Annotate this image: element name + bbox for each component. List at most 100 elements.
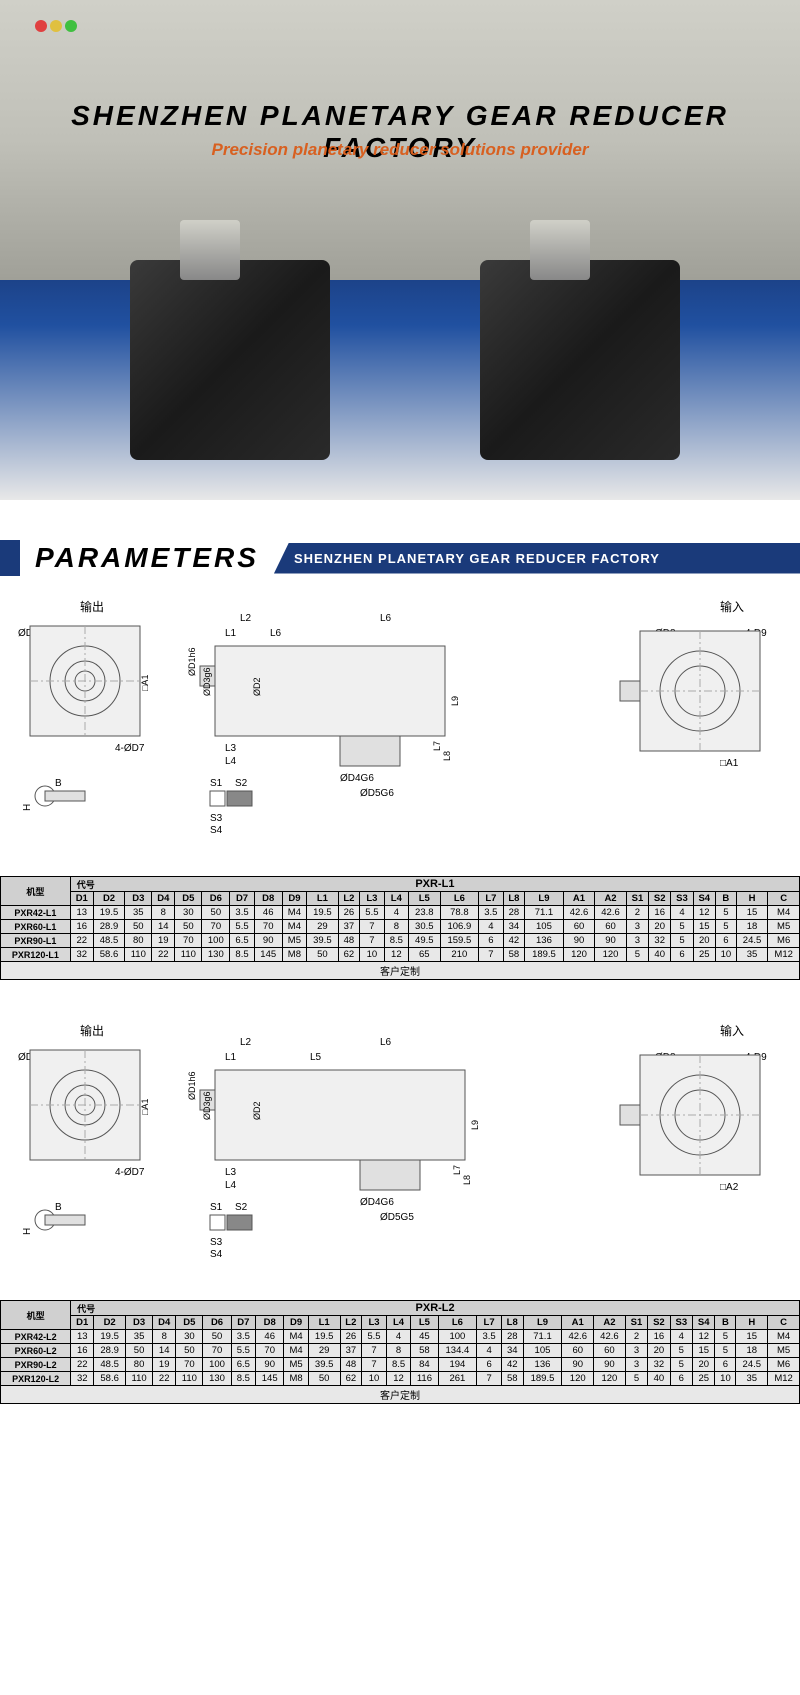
data-cell: 130 (203, 1372, 231, 1386)
data-cell: 39.5 (307, 934, 339, 948)
data-cell: 30.5 (409, 920, 441, 934)
column-header: B (715, 892, 736, 906)
data-cell: 15 (736, 906, 768, 920)
data-cell: 2 (626, 906, 648, 920)
data-cell: 5 (670, 1358, 692, 1372)
column-header: D1 (71, 1316, 94, 1330)
data-cell: 15 (736, 1330, 768, 1344)
data-cell: 100 (202, 934, 230, 948)
data-cell: 58 (411, 1344, 438, 1358)
data-cell: M4 (282, 920, 306, 934)
column-header: A1 (562, 1316, 594, 1330)
column-header: S3 (671, 892, 693, 906)
data-cell: 50 (307, 948, 339, 962)
svg-text:L8: L8 (442, 751, 452, 761)
svg-text:ØD4G6: ØD4G6 (360, 1197, 394, 1208)
data-cell: 90 (256, 1358, 284, 1372)
data-cell: 50 (203, 1330, 231, 1344)
data-cell: 116 (411, 1372, 438, 1386)
data-cell: 29 (308, 1344, 340, 1358)
table-footer: 客户定制 (1, 962, 800, 980)
column-header: D9 (284, 1316, 309, 1330)
data-cell: 5.5 (360, 906, 384, 920)
svg-text:S2: S2 (235, 1202, 248, 1213)
data-cell: 50 (176, 1344, 203, 1358)
data-cell: 46 (254, 906, 282, 920)
data-cell: 136 (525, 934, 564, 948)
data-cell: 42.6 (594, 1330, 626, 1344)
data-cell: 4 (477, 1344, 502, 1358)
data-cell: 6 (715, 934, 736, 948)
data-cell: 48.5 (94, 1358, 126, 1372)
model-cell: PXR90-L2 (1, 1358, 71, 1372)
data-cell: M8 (284, 1372, 309, 1386)
data-cell: 16 (649, 906, 671, 920)
data-cell: 120 (595, 948, 627, 962)
table-group-header: PXR-L2 (416, 1302, 455, 1314)
svg-text:L8: L8 (462, 1175, 472, 1185)
data-cell: M6 (768, 934, 800, 948)
data-cell: 5 (625, 1372, 647, 1386)
data-cell: 6 (477, 1358, 502, 1372)
data-cell: 145 (254, 948, 282, 962)
svg-text:L1: L1 (225, 628, 237, 639)
data-cell: 8.5 (386, 1358, 411, 1372)
parameters-section-header: PARAMETERS SHENZHEN PLANETARY GEAR REDUC… (0, 540, 800, 576)
data-cell: 62 (338, 948, 360, 962)
data-cell: 58.6 (93, 948, 125, 962)
svg-text:ØD2: ØD2 (252, 1101, 262, 1120)
data-cell: 90 (594, 1358, 626, 1372)
svg-text:L5: L5 (310, 1052, 322, 1063)
table-group-header: PXR-L1 (415, 878, 454, 890)
data-cell: 15 (693, 1344, 715, 1358)
column-header: L8 (501, 1316, 523, 1330)
data-cell: 16 (71, 1344, 94, 1358)
data-cell: 37 (338, 920, 360, 934)
svg-text:ØD1h6: ØD1h6 (187, 1071, 197, 1100)
data-cell: 8 (386, 1344, 411, 1358)
model-cell: PXR42-L2 (1, 1330, 71, 1344)
column-header: D5 (175, 892, 202, 906)
data-cell: 3.5 (231, 1330, 256, 1344)
column-header: L7 (477, 1316, 502, 1330)
data-cell: 106.9 (440, 920, 479, 934)
column-header: D3 (125, 1316, 152, 1330)
data-cell: 16 (648, 1330, 670, 1344)
svg-text:L7: L7 (432, 741, 442, 751)
data-cell: 6.5 (231, 1358, 256, 1372)
data-cell: 5.5 (362, 1330, 387, 1344)
column-header: L6 (440, 892, 479, 906)
svg-text:S3: S3 (210, 1237, 223, 1248)
column-header: D7 (230, 892, 254, 906)
column-headers: D1D2D3D4D5D6D7D8D9L1L2L3L4L5L6L7L8L9A1A2… (1, 1316, 800, 1330)
data-cell: 23.8 (409, 906, 441, 920)
section-label: SHENZHEN PLANETARY GEAR REDUCER FACTORY (274, 543, 800, 574)
svg-text:B: B (55, 1202, 62, 1213)
technical-diagram-2: 输出 输入 ØD6 □A1 4-ØD7 B H L2 L1 L5 L6 ØD1h… (0, 1020, 800, 1280)
data-cell: M12 (768, 948, 800, 962)
data-cell: 5 (715, 906, 736, 920)
model-cell: PXR90-L1 (1, 934, 71, 948)
data-cell: 110 (125, 948, 152, 962)
data-cell: 100 (203, 1358, 231, 1372)
data-cell: 110 (176, 1372, 203, 1386)
parameters-table-2: 机型 代号 PXR-L2 D1D2D3D4D5D6D7D8D9L1L2L3L4L… (0, 1300, 800, 1404)
data-cell: 3 (625, 1358, 647, 1372)
data-cell: 70 (202, 920, 230, 934)
data-cell: 22 (71, 1358, 94, 1372)
data-cell: 12 (693, 1330, 715, 1344)
svg-text:L9: L9 (470, 1120, 480, 1130)
data-cell: 22 (152, 948, 175, 962)
data-cell: 22 (153, 1372, 176, 1386)
data-cell: 39.5 (308, 1358, 340, 1372)
svg-text:L4: L4 (225, 756, 237, 767)
column-header: D5 (176, 1316, 203, 1330)
table-row: PXR120-L23258.6110221101308.5145M8506210… (1, 1372, 800, 1386)
svg-text:4-ØD7: 4-ØD7 (115, 743, 145, 754)
data-cell: 4 (670, 1330, 692, 1344)
column-header: D4 (153, 1316, 176, 1330)
column-header: D2 (94, 1316, 126, 1330)
data-cell: 8 (384, 920, 408, 934)
data-cell: 90 (562, 1358, 594, 1372)
column-header: L1 (307, 892, 339, 906)
